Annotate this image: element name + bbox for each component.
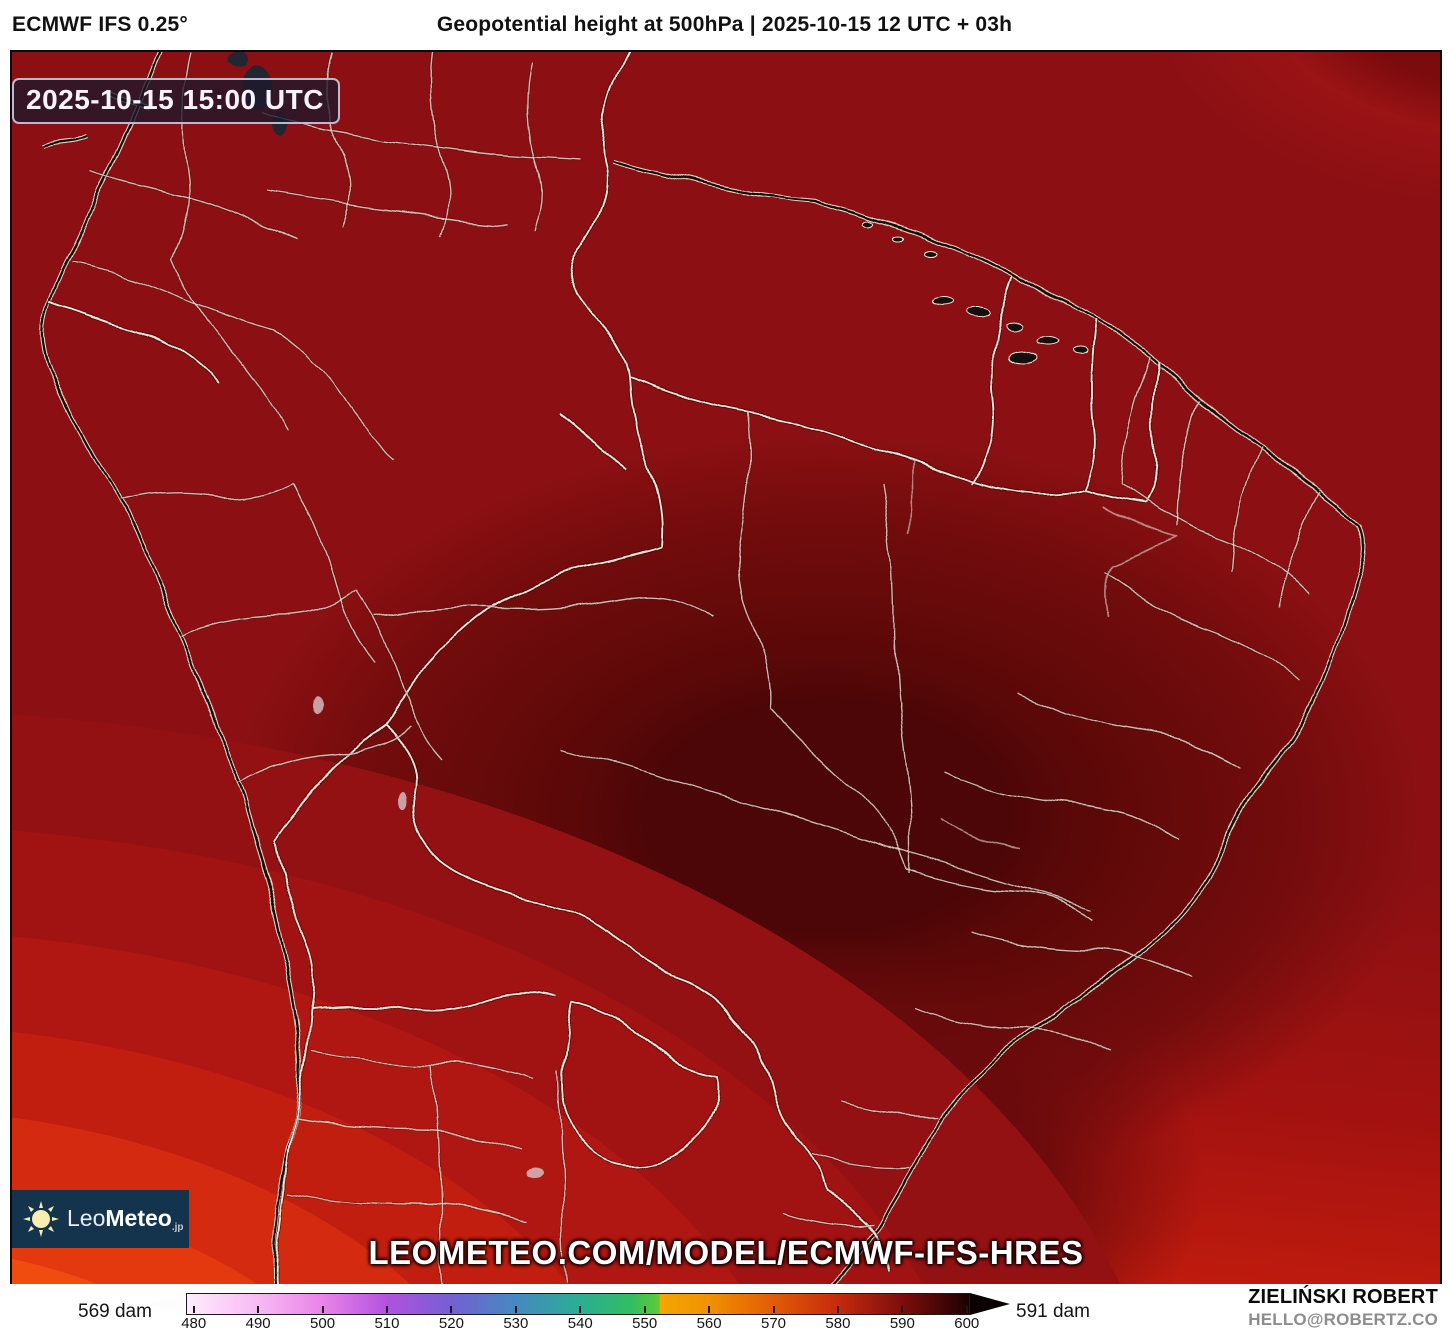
colorbar-tick [514,1306,517,1313]
borders-svg [12,52,1440,1284]
colorbar-tick-label: 580 [825,1315,851,1332]
colorbar-tick-label: 600 [954,1315,980,1332]
colorbar-tick-label: 490 [245,1315,271,1332]
geopotential-field [12,52,1440,1284]
colorbar-tick-label: 550 [632,1315,658,1332]
leometeo-logo: LeoMeteo.jp [12,1190,189,1248]
delta-islands [863,220,1089,364]
colorbar-gradient [186,1293,970,1315]
colorbar-tick [450,1306,453,1313]
colorbar-min-label: 569 dam [78,1301,152,1322]
footer-bar: 569 dam 480 490 500 510 520 530 540 550 560 570 58… [0,1284,1449,1338]
colorbar-tick-label: 540 [567,1315,593,1332]
colorbar-tick-label: 560 [696,1315,722,1332]
colorbar-tick [643,1306,646,1313]
colorbar-max-label: 591 dam [1016,1301,1090,1322]
logo-text: LeoMeteo.jp [67,1205,184,1233]
coastline [40,52,1365,1284]
colorbar-tick [901,1306,904,1313]
colorbar-tick-label: 500 [310,1315,336,1332]
rivers [909,459,1180,851]
colorbar-tick [965,1306,968,1313]
colorbar-tick [579,1306,582,1313]
colorbar-tick-label: 510 [374,1315,400,1332]
page-title: Geopotential height at 500hPa | 2025-10-… [436,13,1013,36]
colorbar-tick-label: 570 [761,1315,787,1332]
colorbar-tick [708,1306,711,1313]
colorbar-tick-label: 530 [503,1315,529,1332]
state-borders-casing [70,52,1324,1284]
colorbar-tick [385,1306,388,1313]
salt-flats [312,695,541,1179]
colorbar-tick [321,1306,324,1313]
colorbar-tick-label: 480 [181,1315,207,1332]
author-name: ZIELIŃSKI ROBERT [1248,1286,1438,1308]
coastline-casing [42,52,1364,1284]
header-bar: ECMWF IFS 0.25° Geopotential height at 5… [0,0,1449,50]
colorbar-tick [772,1306,775,1313]
sun-icon [23,1201,59,1237]
state-borders [71,52,1323,1284]
colorbar-tick [257,1306,260,1313]
colorbar-tick [192,1306,195,1313]
country-borders [49,52,1161,1284]
model-label: ECMWF IFS 0.25° [12,13,188,36]
author-contact: HELLO@ROBERTZ.CO [1248,1310,1438,1329]
watermark-url: LEOMETEO.COM/MODEL/ECMWF-IFS-HRES [368,1234,1084,1271]
weather-map: 2025-10-15 15:00 UTC LeoMeteo.jp LEOMETE… [10,50,1442,1286]
colorbar-tick [836,1306,839,1313]
colorbar-right-arrow [970,1293,1010,1315]
country-borders-casing [48,52,1162,1284]
colorbar-left-arrow [150,1293,186,1315]
valid-time-badge: 2025-10-15 15:00 UTC [12,78,340,124]
colorbar-tick-label: 590 [889,1315,915,1332]
colorbar-tick-label: 520 [438,1315,464,1332]
